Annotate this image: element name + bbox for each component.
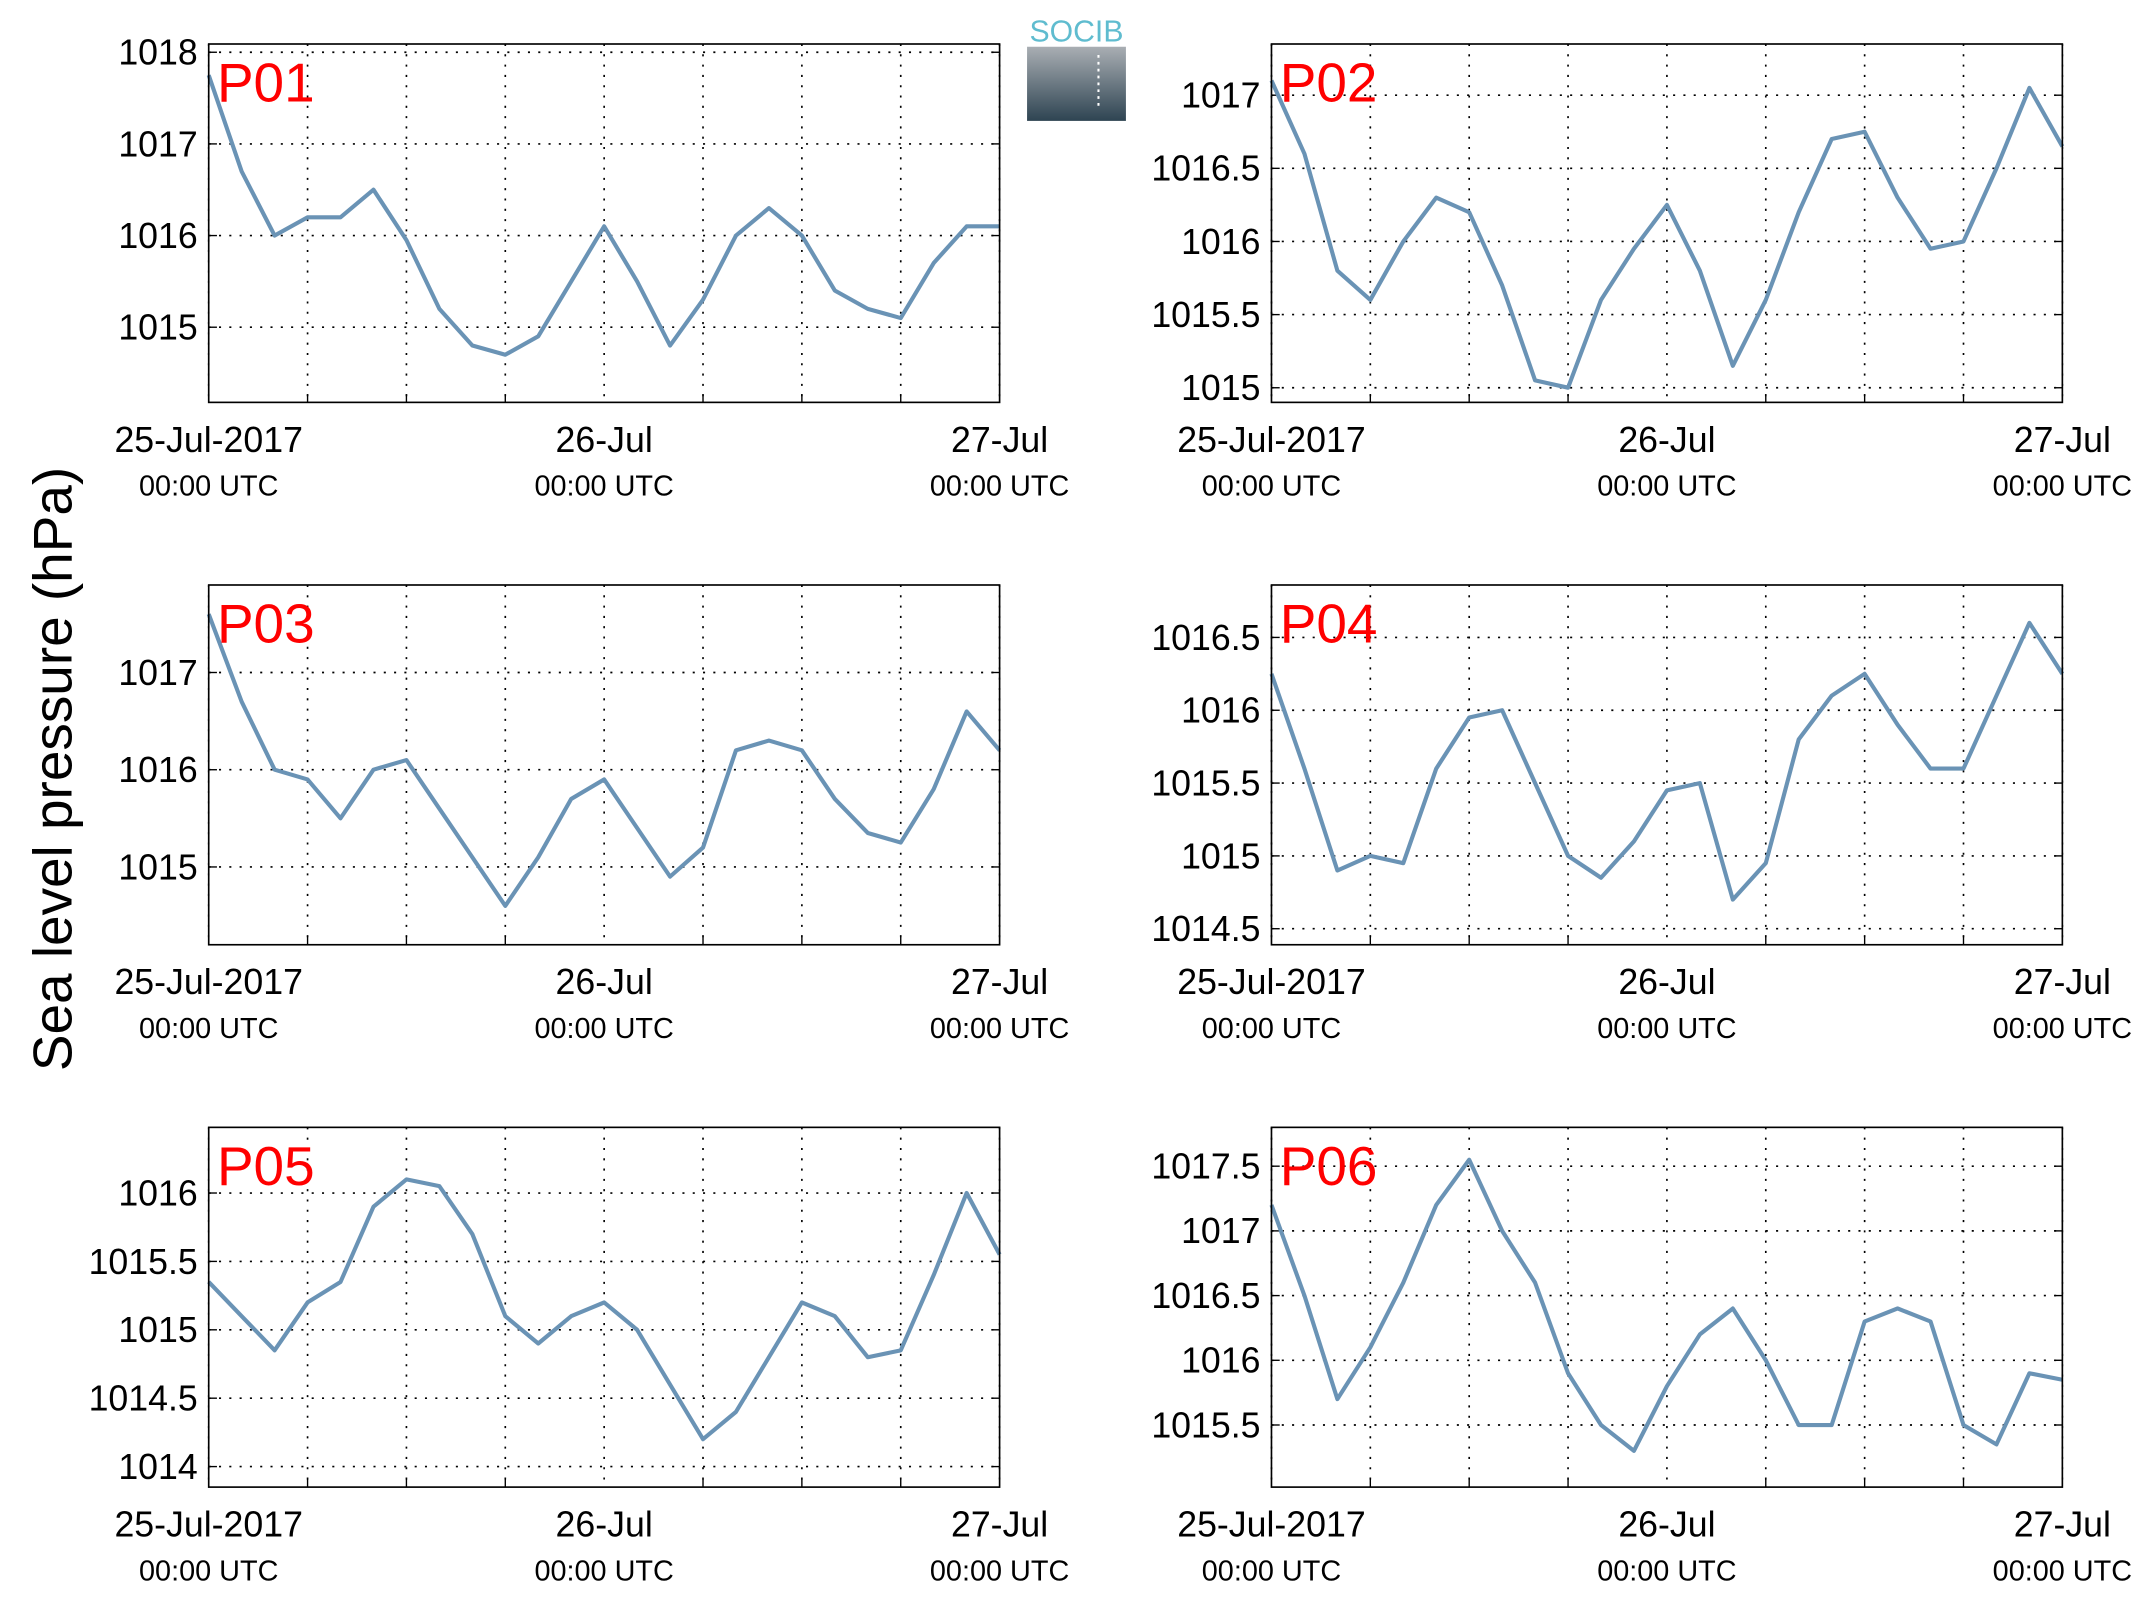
series-line — [1269, 620, 2065, 902]
x-tick-label: 26-Jul — [1618, 420, 1715, 460]
series-line — [207, 1177, 1002, 1442]
x-tick-sublabel: 00:00 UTC — [1202, 1013, 1341, 1045]
plot-frame — [207, 584, 1001, 946]
x-tick-sublabel: 00:00 UTC — [1993, 471, 2132, 503]
y-tick-label: 1017 — [118, 653, 197, 693]
y-tick-label: 1015 — [118, 1310, 197, 1350]
x-tick-sublabel: 00:00 UTC — [1202, 1555, 1341, 1587]
y-tick-label: 1015.5 — [89, 1242, 198, 1282]
y-tick-label: 1014.5 — [1151, 909, 1260, 949]
y-tick-label: 1016 — [1181, 691, 1260, 731]
subplot: 1015 1016 1017 1018 25-Jul-2017 00:00 UTC 26-J… — [114, 33, 1069, 503]
subplot: 1015.5 1016 1016.5 1017 1017.5 25-Jul-2017 00:… — [1151, 1126, 2132, 1587]
logo-block — [1027, 46, 1126, 121]
x-tick-sublabel: 00:00 UTC — [1597, 1013, 1736, 1045]
x-tick-label: 25-Jul-2017 — [114, 420, 302, 460]
x-tick-sublabel: 00:00 UTC — [1597, 471, 1736, 503]
x-tick-label: 25-Jul-2017 — [1177, 420, 1365, 460]
logo: SOCIB — [1027, 15, 1126, 121]
plot-frame — [207, 1126, 1001, 1488]
y-tick-label: 1015 — [118, 847, 197, 887]
panel-title: P02 — [1280, 52, 1378, 114]
x-tick-sublabel: 00:00 UTC — [139, 471, 278, 503]
x-tick-sublabel: 00:00 UTC — [1993, 1013, 2132, 1045]
x-tick-label: 26-Jul — [556, 420, 653, 460]
y-tick-label: 1016.5 — [1151, 618, 1260, 658]
y-tick-label: 1015.5 — [1151, 295, 1260, 335]
panel-title: P03 — [217, 593, 315, 655]
x-tick-label: 26-Jul — [1618, 962, 1715, 1002]
plot-frame — [1270, 584, 2064, 946]
x-tick-label: 26-Jul — [1618, 1505, 1715, 1545]
x-tick-sublabel: 00:00 UTC — [534, 471, 673, 503]
y-tick-label: 1018 — [118, 33, 197, 73]
y-tick-label: 1015 — [118, 308, 197, 348]
y-tick-label: 1017.5 — [1151, 1147, 1260, 1187]
x-tick-label: 27-Jul — [951, 962, 1048, 1002]
logo-text: SOCIB — [1030, 15, 1124, 48]
plot-frame — [207, 43, 1001, 404]
y-tick-label: 1017 — [1181, 76, 1260, 116]
x-tick-sublabel: 00:00 UTC — [930, 1555, 1069, 1587]
x-tick-label: 26-Jul — [556, 962, 653, 1002]
x-tick-label: 26-Jul — [556, 1505, 653, 1545]
y-tick-label: 1016 — [118, 216, 197, 256]
x-tick-label: 27-Jul — [2014, 420, 2111, 460]
panel-title: P01 — [217, 52, 315, 114]
y-tick-label: 1014 — [118, 1447, 197, 1487]
x-tick-sublabel: 00:00 UTC — [139, 1013, 278, 1045]
y-tick-label: 1016.5 — [1151, 149, 1260, 189]
series-line — [206, 613, 1002, 908]
x-tick-sublabel: 00:00 UTC — [930, 1013, 1069, 1045]
x-tick-label: 27-Jul — [2014, 962, 2111, 1002]
x-tick-sublabel: 00:00 UTC — [534, 1555, 673, 1587]
panel-title: P04 — [1280, 593, 1378, 655]
x-tick-label: 25-Jul-2017 — [114, 1505, 302, 1545]
y-axis-label: Sea level pressure (hPa) — [21, 467, 83, 1071]
x-tick-sublabel: 00:00 UTC — [1202, 471, 1341, 503]
plot-frame — [1270, 43, 2064, 404]
subplot: 1014 1014.5 1015 1015.5 1016 25-Jul-2017 00:00… — [89, 1126, 1069, 1587]
plot-frame — [1270, 1126, 2064, 1488]
x-tick-label: 27-Jul — [951, 1505, 1048, 1545]
x-tick-sublabel: 00:00 UTC — [1597, 1555, 1736, 1587]
x-tick-label: 25-Jul-2017 — [1177, 962, 1365, 1002]
y-tick-label: 1016 — [1181, 222, 1260, 262]
y-tick-label: 1015 — [1181, 368, 1260, 408]
y-tick-label: 1017 — [118, 124, 197, 164]
x-tick-label: 25-Jul-2017 — [114, 962, 302, 1002]
series-line — [1269, 79, 2065, 390]
subplot: 1014.5 1015 1015.5 1016 1016.5 25-Jul-2017 00:… — [1151, 584, 2132, 1045]
x-tick-label: 25-Jul-2017 — [1177, 1505, 1365, 1545]
x-tick-sublabel: 00:00 UTC — [534, 1013, 673, 1045]
y-tick-label: 1016 — [118, 750, 197, 790]
series-line — [206, 74, 1000, 357]
y-tick-label: 1017 — [1181, 1211, 1260, 1251]
y-tick-label: 1016 — [118, 1173, 197, 1213]
x-tick-sublabel: 00:00 UTC — [139, 1555, 278, 1587]
panel-title: P06 — [1280, 1135, 1378, 1197]
x-tick-sublabel: 00:00 UTC — [1993, 1555, 2132, 1587]
y-tick-label: 1015 — [1181, 836, 1260, 876]
x-tick-label: 27-Jul — [2014, 1505, 2111, 1545]
y-tick-label: 1015.5 — [1151, 763, 1260, 803]
x-tick-sublabel: 00:00 UTC — [930, 471, 1069, 503]
panel-title: P05 — [217, 1135, 315, 1197]
subplot: 1015 1016 1017 25-Jul-2017 00:00 UTC 26-Jul 00… — [114, 584, 1069, 1045]
series-line — [1269, 1157, 2063, 1453]
subplot: 1015 1015.5 1016 1016.5 1017 25-Jul-2017 00:00… — [1151, 43, 2132, 503]
y-tick-label: 1014.5 — [89, 1379, 198, 1419]
x-tick-label: 27-Jul — [951, 420, 1048, 460]
y-tick-label: 1016.5 — [1151, 1276, 1260, 1316]
y-tick-label: 1015.5 — [1151, 1405, 1260, 1445]
y-tick-label: 1016 — [1181, 1341, 1260, 1381]
